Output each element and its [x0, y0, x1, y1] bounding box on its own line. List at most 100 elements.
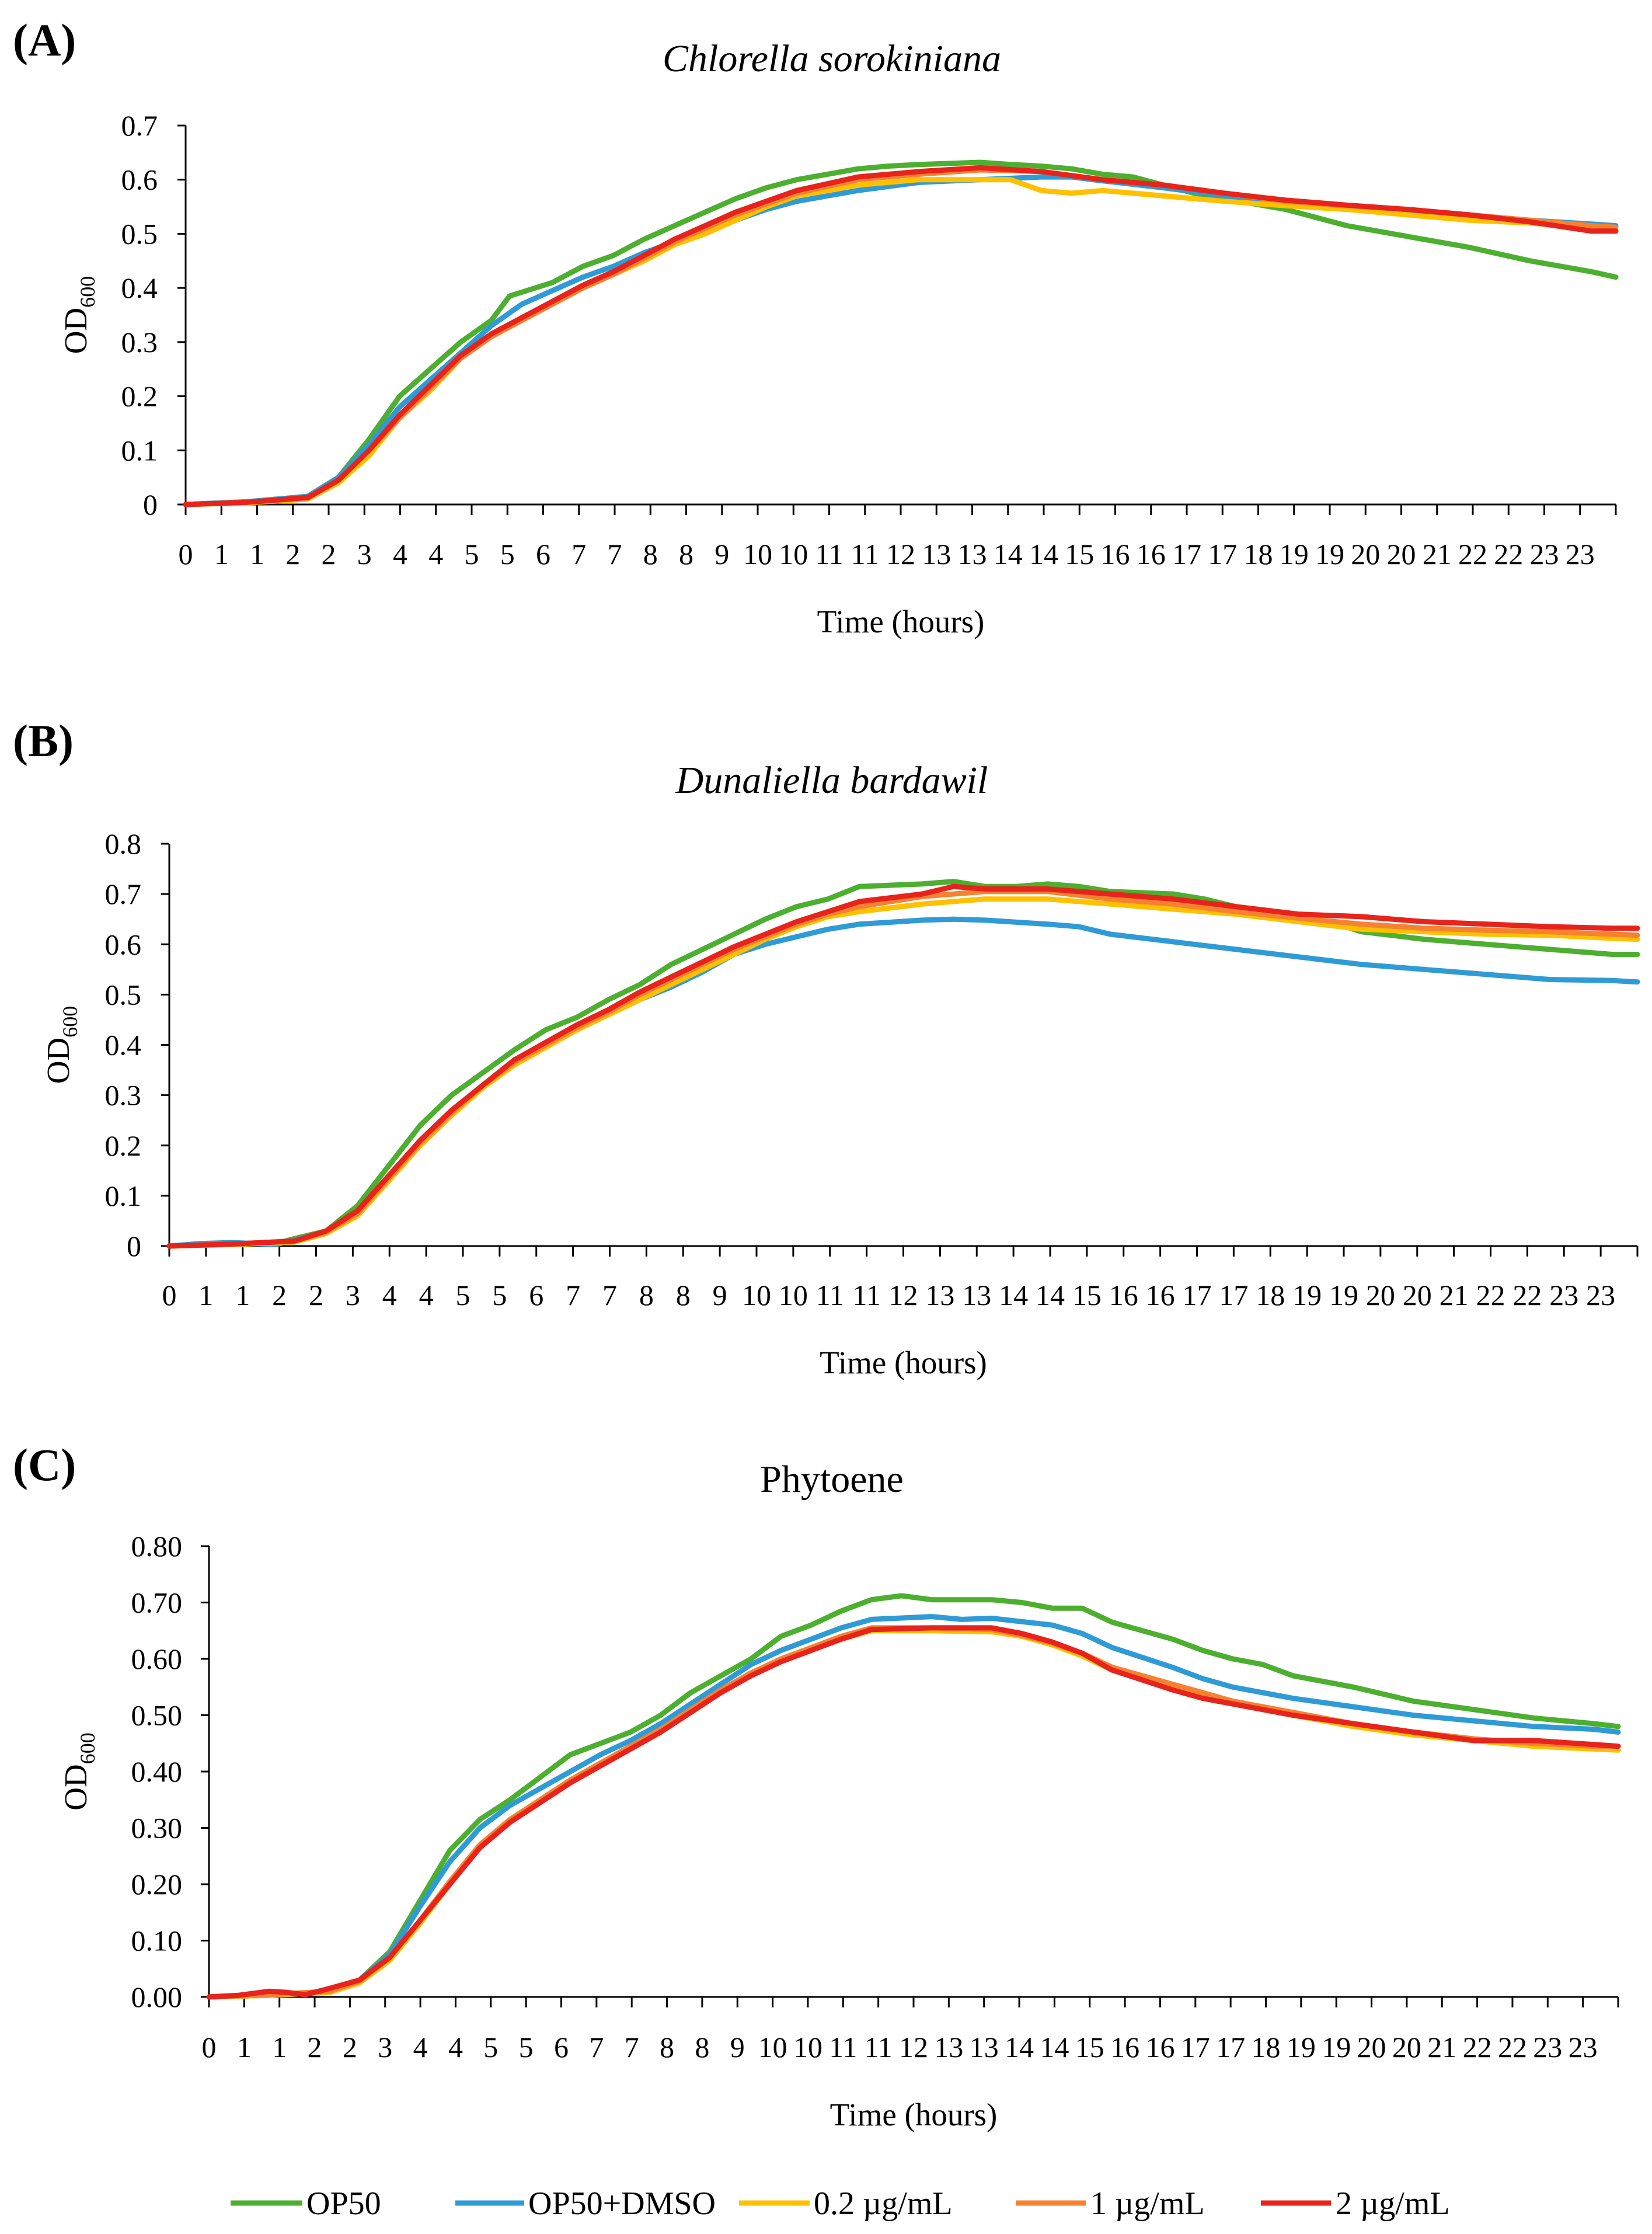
x-tick-label: 2 [322, 538, 336, 570]
chart-panel-0: (A) Chlorella sorokiniana 0 0.1 0.2 0.3 0.4 0.5… [13, 15, 1619, 639]
x-tick-label: 10 [742, 1279, 771, 1311]
x-tick-label: 1 [272, 2031, 287, 2064]
x-tick-label: 7 [566, 1279, 580, 1311]
x-tick-label: 16 [1137, 538, 1166, 570]
x-tick-label: 7 [589, 2031, 604, 2064]
x-tick-label: 8 [676, 1279, 691, 1311]
x-tick-label: 2 [272, 1279, 287, 1311]
x-tick-label: 1 [198, 1279, 213, 1311]
y-tick-label: 0.4 [121, 272, 158, 304]
x-tick-label: 13 [970, 2031, 999, 2064]
x-tick-label: 14 [994, 538, 1023, 570]
x-tick-label: 20 [1366, 1279, 1395, 1311]
x-tick-label: 13 [925, 1279, 954, 1311]
chart-panel-2: (C) Phytoene 0.00 0.10 0.20 0.30 0.40 0.50 0.60 0… [13, 1439, 1621, 2132]
x-tick-label: 17 [1219, 1279, 1248, 1311]
chart-title: Phytoene [760, 1458, 904, 1501]
x-tick-label: 13 [962, 1279, 991, 1311]
x-tick-label: 23 [1566, 538, 1595, 570]
series-line-3 [166, 889, 1640, 1249]
y-tick-label: 0.5 [105, 978, 142, 1011]
series-line-4 [206, 1625, 1621, 2000]
x-tick-label: 19 [1315, 538, 1344, 570]
x-tick-label: 21 [1427, 2031, 1456, 2064]
x-tick-label: 2 [285, 538, 300, 570]
panel-label: (B) [13, 715, 74, 766]
series-line-2 [183, 177, 1619, 507]
x-tick-label: 15 [1065, 538, 1094, 570]
x-tick-label: 14 [1029, 538, 1058, 570]
y-axis-title-subscript: 600 [76, 1732, 99, 1764]
panel-label: (A) [13, 15, 76, 65]
y-tick-label: 0.5 [121, 217, 158, 250]
x-tick-label: 23 [1549, 1279, 1578, 1311]
x-tick-label: 4 [382, 1279, 397, 1311]
series-line-1 [166, 916, 1640, 1249]
series-line-3 [183, 167, 1619, 507]
x-tick-label: 16 [1101, 538, 1130, 570]
y-axis-title-subscript: 600 [58, 1006, 82, 1038]
x-tick-label: 14 [1036, 1279, 1065, 1311]
x-tick-label: 8 [639, 1279, 654, 1311]
y-tick-label: 0.1 [121, 434, 158, 467]
y-tick-label: 0.7 [105, 878, 142, 910]
series-line-1 [183, 174, 1619, 507]
y-tick-label: 0.60 [131, 1643, 183, 1675]
x-tick-label: 4 [448, 2031, 463, 2064]
y-tick-label: 0.2 [105, 1129, 142, 1162]
legend-label: 2 µg/mL [1336, 2186, 1450, 2222]
y-tick-label: 0.8 [105, 827, 142, 860]
x-tick-label: 8 [695, 2031, 709, 2064]
x-tick-label: 5 [456, 1279, 470, 1311]
x-tick-label: 8 [643, 538, 658, 570]
x-tick-label: 16 [1146, 1279, 1175, 1311]
x-tick-label: 3 [346, 1279, 360, 1311]
x-tick-label: 0 [202, 2031, 217, 2064]
x-tick-label: 17 [1216, 2031, 1245, 2064]
legend-label: 0.2 µg/mL [814, 2186, 953, 2222]
x-tick-label: 19 [1292, 1279, 1322, 1311]
y-axis-title-main: OD [58, 1764, 93, 1810]
x-tick-label: 21 [1423, 538, 1452, 570]
x-tick-label: 23 [1586, 1279, 1615, 1311]
y-tick-label: 0.7 [121, 109, 158, 142]
y-tick-label: 0.3 [121, 326, 158, 359]
legend-label: OP50 [306, 2186, 381, 2222]
x-tick-label: 23 [1533, 2031, 1562, 2064]
x-tick-label: 5 [483, 2031, 498, 2064]
x-axis-title: Time (hours) [820, 1345, 987, 1380]
x-tick-label: 21 [1440, 1279, 1469, 1311]
series-line-4 [183, 165, 1619, 507]
x-tick-label: 15 [1075, 2031, 1104, 2064]
y-tick-label: 0.4 [105, 1029, 142, 1062]
x-tick-label: 10 [743, 538, 772, 570]
x-tick-label: 17 [1181, 2031, 1210, 2064]
x-tick-label: 10 [793, 2031, 822, 2064]
x-tick-label: 19 [1280, 538, 1309, 570]
x-tick-label: 3 [357, 538, 372, 570]
x-tick-label: 8 [660, 2031, 674, 2064]
x-tick-label: 22 [1463, 2031, 1492, 2064]
x-tick-label: 11 [865, 2031, 893, 2064]
y-tick-label: 0.6 [121, 163, 158, 196]
y-tick-label: 0.6 [105, 928, 142, 961]
x-tick-label: 17 [1172, 538, 1201, 570]
x-tick-label: 20 [1387, 538, 1416, 570]
series-line-2 [166, 896, 1640, 1249]
x-tick-label: 4 [413, 2031, 428, 2064]
x-tick-label: 16 [1145, 2031, 1174, 2064]
y-axis-title-main: OD [40, 1038, 76, 1084]
x-tick-label: 14 [1005, 2031, 1034, 2064]
x-tick-label: 7 [608, 538, 622, 570]
x-tick-label: 10 [758, 2031, 787, 2064]
y-tick-label: 0.40 [131, 1755, 183, 1788]
x-tick-label: 23 [1569, 2031, 1598, 2064]
x-tick-label: 16 [1110, 2031, 1139, 2064]
x-tick-label: 4 [428, 538, 443, 570]
y-tick-label: 0 [143, 488, 158, 521]
x-tick-label: 6 [536, 538, 550, 570]
x-tick-label: 6 [554, 2031, 569, 2064]
x-tick-label: 13 [958, 538, 987, 570]
x-tick-label: 10 [779, 538, 808, 570]
x-tick-label: 0 [179, 538, 193, 570]
